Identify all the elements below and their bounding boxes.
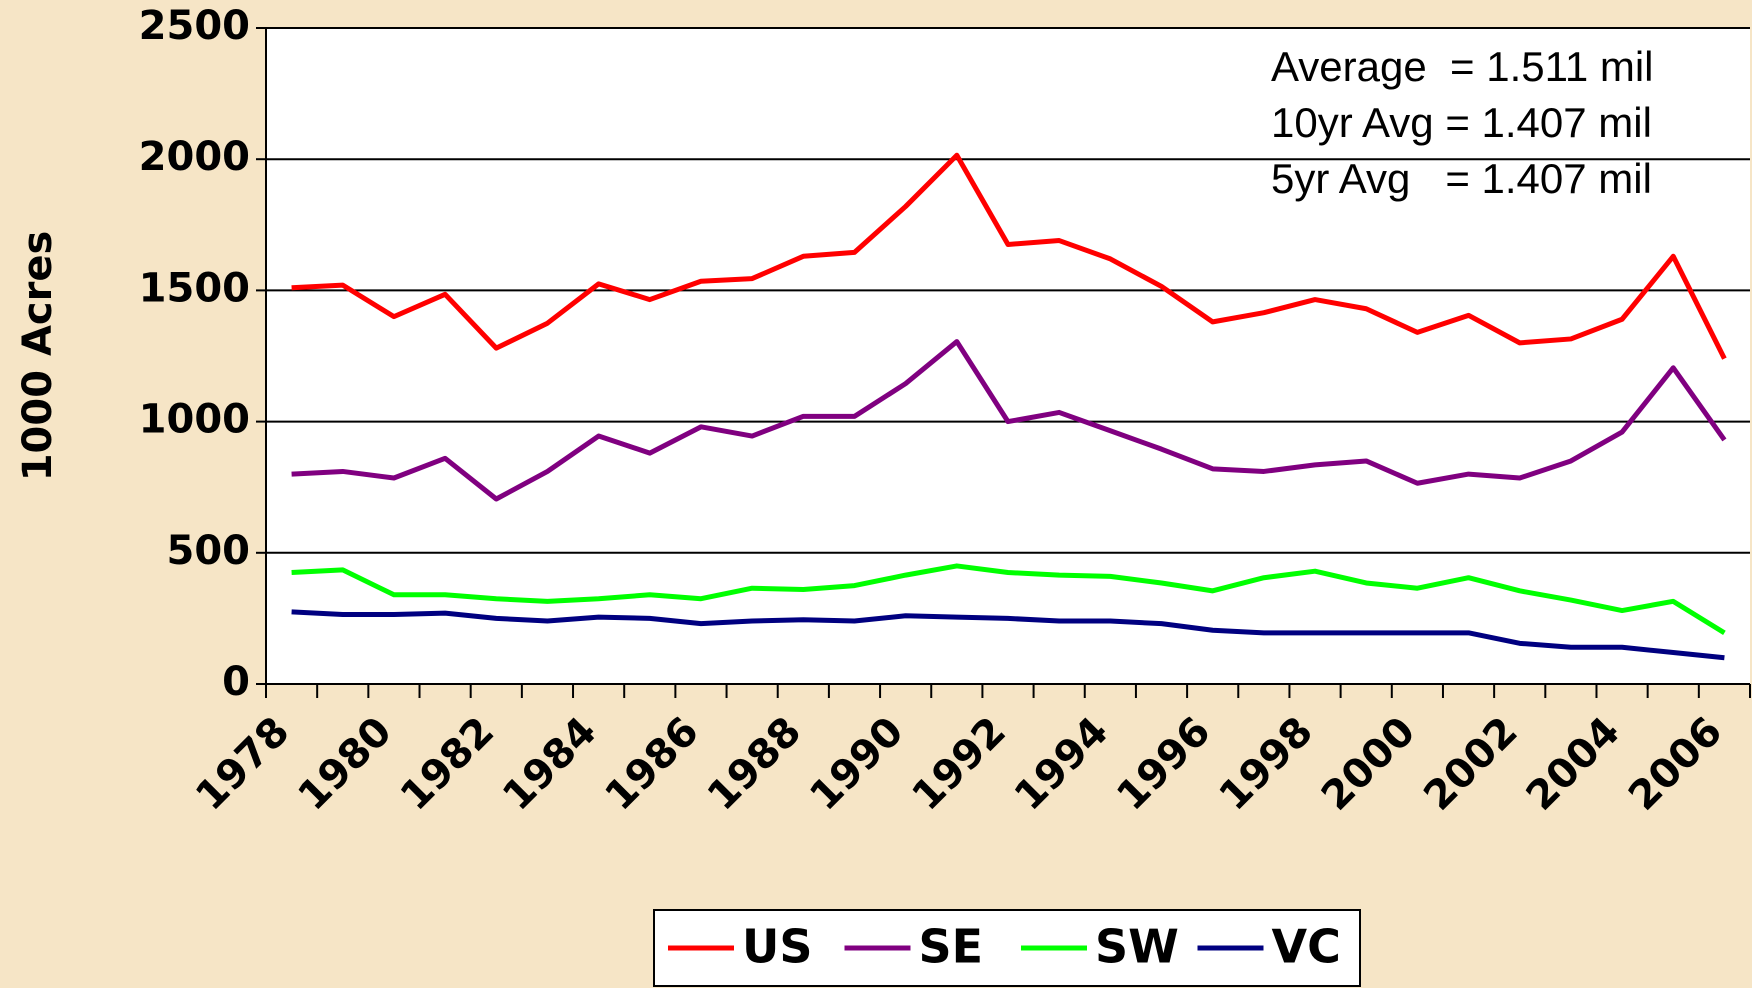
y-tick-label: 0 — [222, 659, 250, 705]
x-tick-label: 1986 — [597, 708, 708, 819]
y-tick-label: 1500 — [139, 265, 250, 311]
x-tick-label: 1980 — [290, 708, 401, 819]
x-tick-label: 1994 — [1006, 708, 1117, 819]
y-tick-label: 2000 — [139, 134, 250, 180]
x-tick-label: 1990 — [801, 708, 912, 819]
x-tick-label: 1978 — [187, 708, 298, 819]
x-tick-label: 2000 — [1313, 708, 1424, 819]
annotation: 5yr Avg = 1.407 mil — [1271, 155, 1652, 202]
x-tick-label: 1988 — [699, 708, 810, 819]
x-tick-label: 1984 — [494, 708, 605, 819]
legend-label: SE — [919, 920, 984, 974]
series-line — [291, 152, 1727, 360]
x-tick-label: 1996 — [1108, 708, 1219, 819]
x-tick-label: 2004 — [1518, 708, 1629, 819]
series-line — [291, 563, 1726, 635]
y-axis-label: 1000 Acres — [15, 231, 61, 482]
annotation: Average = 1.511 mil — [1271, 43, 1654, 90]
x-tick-label: 1998 — [1211, 708, 1322, 819]
legend-label: SW — [1095, 920, 1179, 974]
annotation: 10yr Avg = 1.407 mil — [1271, 99, 1652, 146]
series-line — [291, 609, 1725, 661]
x-tick-label: 2002 — [1415, 708, 1526, 819]
legend-label: VC — [1272, 920, 1341, 974]
y-tick-label: 2500 — [139, 3, 250, 49]
x-tick-label: 1982 — [392, 708, 503, 819]
x-tick-label: 2006 — [1620, 708, 1731, 819]
y-tick-label: 1000 — [139, 397, 250, 443]
series-line — [291, 339, 1727, 502]
x-tick-label: 1992 — [904, 708, 1015, 819]
y-tick-label: 500 — [167, 528, 251, 574]
legend-label: US — [742, 920, 812, 974]
